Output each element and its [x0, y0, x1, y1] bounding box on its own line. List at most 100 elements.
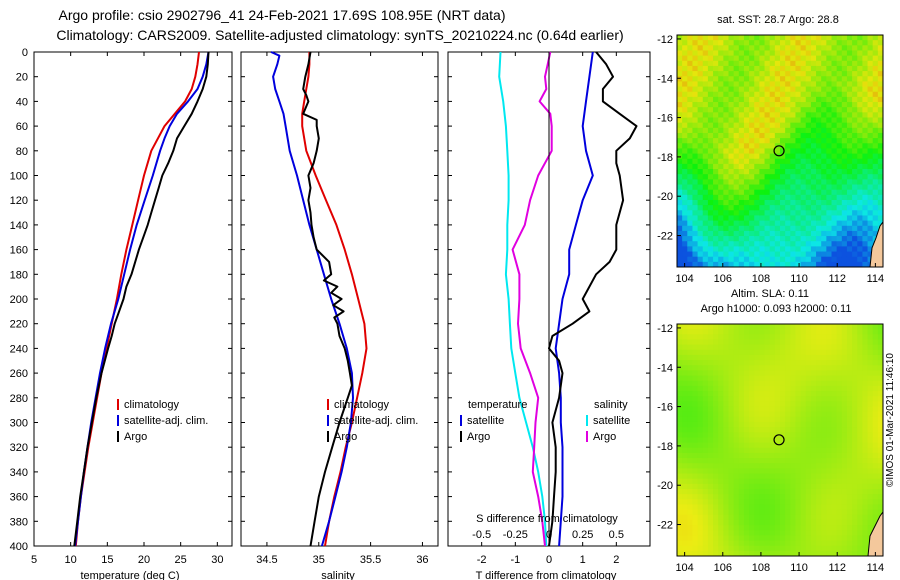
- heatmap-cell: [810, 55, 817, 62]
- heatmap-cell: [743, 107, 750, 113]
- heatmap-cell: [805, 60, 812, 67]
- heatmap-cell: [862, 102, 869, 108]
- heatmap-cell: [857, 344, 863, 351]
- heatmap-cell: [697, 220, 704, 227]
- heatmap-cell: [769, 199, 776, 206]
- heatmap-cell: [795, 411, 802, 418]
- heatmap-cell: [707, 458, 714, 464]
- heatmap-cell: [810, 401, 817, 408]
- heatmap-cell: [774, 230, 781, 237]
- heatmap-cell: [795, 535, 802, 542]
- heatmap-cell: [692, 540, 699, 547]
- heatmap-cell: [723, 158, 730, 165]
- heatmap-cell: [872, 483, 879, 490]
- heatmap-cell: [867, 112, 874, 119]
- heatmap-cell: [702, 401, 709, 408]
- heatmap-cell: [852, 122, 858, 129]
- series-climatology: [301, 52, 368, 547]
- heatmap-cell: [805, 447, 812, 454]
- heatmap-cell: [769, 354, 776, 361]
- heatmap-cell: [836, 504, 843, 511]
- lon-tick-label: 108: [752, 273, 770, 285]
- heatmap-cell: [780, 396, 786, 402]
- heatmap-cell: [743, 447, 750, 454]
- heatmap-cell: [713, 442, 719, 449]
- heatmap-cell: [687, 447, 694, 454]
- heatmap-cell: [749, 179, 755, 186]
- heatmap-cell: [754, 220, 760, 227]
- heatmap-cell: [764, 432, 771, 439]
- heatmap-cell: [846, 458, 853, 464]
- heatmap-cell: [841, 65, 848, 72]
- heatmap-cell: [805, 324, 812, 330]
- depth-tick-label: 320: [10, 442, 28, 454]
- heatmap-cell: [780, 55, 786, 62]
- heatmap-cell: [728, 91, 735, 98]
- x-tick-label: 25: [175, 554, 187, 566]
- heatmap-cell: [769, 86, 776, 93]
- heatmap-cell: [872, 194, 879, 201]
- heatmap-cell: [738, 241, 745, 247]
- heatmap-cell: [692, 427, 699, 433]
- heatmap-cell: [790, 370, 797, 377]
- x-tick-label: 35.5: [360, 554, 381, 566]
- heatmap-cell: [702, 525, 709, 531]
- heatmap-cell: [821, 499, 827, 506]
- heatmap-cell: [846, 236, 853, 242]
- heatmap-cell: [805, 494, 812, 500]
- heatmap-cell: [821, 360, 827, 366]
- heatmap-cell: [723, 225, 730, 232]
- heatmap-cell: [841, 334, 848, 341]
- heatmap-cell: [723, 179, 730, 186]
- heatmap-cell: [790, 199, 797, 206]
- heatmap-cell: [826, 411, 833, 418]
- heatmap-cell: [713, 107, 719, 113]
- heatmap-cell: [852, 220, 858, 227]
- heatmap-cell: [852, 401, 858, 408]
- heatmap-cell: [728, 468, 735, 475]
- heatmap-cell: [687, 71, 694, 77]
- heatmap-cell: [738, 525, 745, 531]
- heatmap-cell: [867, 483, 874, 490]
- heatmap-cell: [713, 334, 719, 341]
- heatmap-cell: [692, 179, 699, 186]
- heatmap-cell: [816, 210, 822, 217]
- heatmap-cell: [682, 380, 688, 387]
- heatmap-cell: [692, 324, 699, 330]
- heatmap-cell: [692, 494, 699, 500]
- heatmap-cell: [723, 545, 730, 552]
- land-outline: [867, 511, 883, 556]
- heatmap-cell: [769, 411, 776, 418]
- heatmap-cell: [759, 447, 766, 454]
- heatmap-cell: [852, 514, 858, 521]
- heatmap-cell: [862, 324, 869, 330]
- heatmap-cell: [821, 199, 827, 206]
- heatmap-cell: [852, 525, 858, 531]
- heatmap-cell: [846, 463, 853, 469]
- heatmap-cell: [687, 535, 694, 542]
- heatmap-cell: [836, 138, 843, 144]
- heatmap-cell: [862, 329, 869, 335]
- heatmap-cell: [810, 199, 817, 206]
- heatmap-cell: [862, 391, 869, 397]
- heatmap-cell: [687, 494, 694, 500]
- heatmap-cell: [754, 452, 760, 459]
- heatmap-cell: [692, 148, 699, 155]
- heatmap-cell: [816, 447, 822, 454]
- heatmap-cell: [769, 210, 776, 217]
- heatmap-cell: [841, 514, 848, 521]
- heatmap-cell: [872, 329, 879, 335]
- heatmap-cell: [738, 107, 745, 113]
- heatmap-cell: [821, 324, 827, 330]
- heatmap-cell: [728, 153, 735, 160]
- heatmap-cell: [826, 401, 833, 408]
- heatmap-cell: [713, 174, 719, 180]
- heatmap-cell: [754, 215, 760, 222]
- heatmap-cell: [723, 246, 730, 253]
- heatmap-cell: [733, 385, 740, 392]
- heatmap-cell: [816, 365, 822, 371]
- heatmap-cell: [769, 60, 776, 67]
- heatmap-cell: [862, 220, 869, 227]
- heatmap-cell: [877, 76, 883, 82]
- heatmap-cell: [738, 391, 745, 397]
